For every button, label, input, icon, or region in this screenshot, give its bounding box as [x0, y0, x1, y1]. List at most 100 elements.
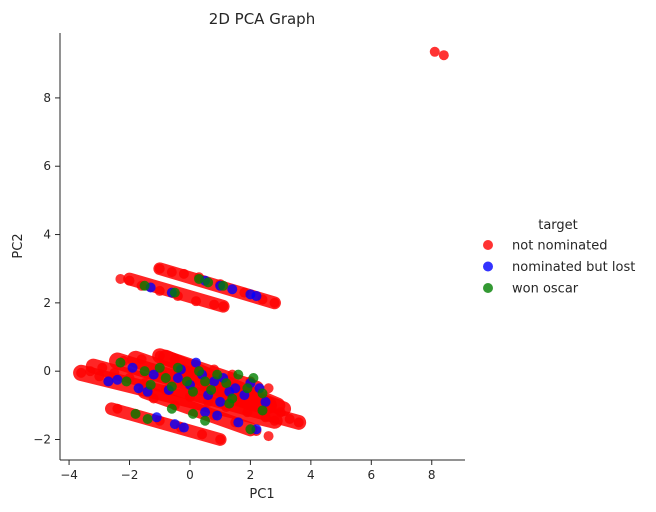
- point-won-oscar-5: [154, 362, 165, 373]
- point-won-oscar-8: [172, 362, 183, 373]
- point-nominated-but-lost-28: [233, 417, 244, 428]
- point-nominated-but-lost-27: [212, 410, 223, 421]
- point-nominated-but-lost-18: [230, 383, 241, 394]
- point-not-nominated-9: [284, 414, 295, 425]
- point-not-nominated-3: [76, 367, 87, 378]
- point-nominated-but-lost-26: [200, 407, 211, 418]
- point-not-nominated-37: [148, 393, 159, 404]
- point-won-oscar-20: [257, 388, 268, 399]
- point-won-oscar-12: [200, 376, 211, 387]
- point-not-nominated-13: [154, 285, 165, 296]
- point-nominated-but-lost-8: [172, 373, 183, 384]
- point-nominated-but-lost-2: [112, 374, 123, 385]
- y-tick-label--2: −2: [33, 433, 51, 447]
- point-won-oscar-17: [233, 369, 244, 380]
- x-tick-label--4: −4: [60, 468, 78, 482]
- point-won-oscar-29: [139, 280, 150, 291]
- point-won-oscar-23: [166, 403, 177, 414]
- point-won-oscar-6: [160, 373, 171, 384]
- point-not-nominated-15: [191, 296, 202, 307]
- point-nominated-but-lost-3: [127, 362, 138, 373]
- point-not-nominated-26: [112, 403, 123, 414]
- y-tick-label-4: 4: [43, 228, 51, 242]
- legend-title: target: [538, 218, 578, 233]
- point-not-nominated-5: [94, 371, 105, 382]
- point-nominated-but-lost-34: [251, 291, 262, 302]
- point-won-oscar-30: [169, 287, 180, 298]
- point-not-nominated-31: [215, 434, 226, 445]
- point-won-oscar-7: [166, 381, 177, 392]
- legend-entries: not nominated nominated but lost won oscar: [483, 239, 635, 297]
- point-nominated-but-lost-32: [227, 284, 238, 295]
- x-axis-label: PC1: [249, 487, 274, 502]
- point-won-oscar-11: [194, 366, 205, 377]
- point-not-nominated-10: [115, 273, 126, 284]
- point-not-nominated-41: [169, 354, 180, 365]
- point-won-oscar-22: [142, 414, 153, 425]
- x-tick-label-2: 2: [247, 468, 255, 482]
- point-not-nominated-7: [269, 415, 280, 426]
- point-not-nominated-62: [275, 407, 286, 418]
- point-not-nominated-19: [166, 267, 177, 278]
- point-won-oscar-18: [242, 383, 253, 394]
- point-not-nominated-61: [251, 395, 262, 406]
- x-tick-label-0: 0: [186, 468, 194, 482]
- point-not-nominated-40: [154, 350, 165, 361]
- legend-label-not-nominated: not nominated: [512, 239, 607, 254]
- point-won-oscar-13: [206, 384, 217, 395]
- point-not-nominated-32: [263, 431, 274, 442]
- point-not-nominated-55: [242, 407, 253, 418]
- legend-marker-won-oscar: [483, 283, 493, 293]
- x-tick-label-8: 8: [428, 468, 436, 482]
- point-won-oscar-32: [203, 277, 214, 288]
- point-nominated-but-lost-24: [169, 419, 180, 430]
- point-not-nominated-8: [293, 417, 304, 428]
- point-nominated-but-lost-23: [151, 412, 162, 423]
- legend-label-won-oscar: won oscar: [512, 282, 579, 297]
- point-won-oscar-2: [121, 376, 132, 387]
- point-nominated-but-lost-1: [103, 376, 114, 387]
- point-won-oscar-1: [115, 357, 126, 368]
- y-axis-ticks: −2 0 2 4 6 8: [33, 91, 60, 447]
- point-not-nominated-25: [269, 297, 280, 308]
- point-not-nominated-4: [85, 366, 96, 377]
- y-tick-label-2: 2: [43, 296, 51, 310]
- x-tick-label-6: 6: [367, 468, 375, 482]
- point-not-nominated-11: [124, 275, 135, 286]
- point-won-oscar-19: [248, 373, 259, 384]
- point-nominated-but-lost-22: [260, 396, 271, 407]
- point-not-nominated-16: [209, 299, 220, 310]
- point-won-oscar-10: [187, 386, 198, 397]
- chart-title: 2D PCA Graph: [209, 10, 315, 28]
- x-tick-label-4: 4: [307, 468, 315, 482]
- legend-marker-nominated-but-lost: [483, 261, 493, 272]
- y-tick-label-6: 6: [43, 159, 51, 173]
- point-nominated-but-lost-25: [178, 422, 189, 433]
- legend-label-nominated-but-lost: nominated but lost: [512, 260, 635, 275]
- point-not-nominated-53: [203, 396, 214, 407]
- point-won-oscar-27: [245, 424, 256, 435]
- x-axis-ticks: −4 −2 0 2 4 6 8: [60, 460, 436, 482]
- point-not-nominated-2: [438, 50, 449, 61]
- points-group: [76, 46, 449, 445]
- point-not-nominated-20: [178, 268, 189, 279]
- point-nominated-but-lost-4: [133, 383, 144, 394]
- y-axis-label: PC2: [11, 233, 26, 258]
- point-not-nominated-39: [136, 354, 147, 365]
- point-won-oscar-33: [218, 280, 229, 291]
- y-tick-label-8: 8: [43, 91, 51, 105]
- point-nominated-but-lost-11: [191, 357, 202, 368]
- point-won-oscar-26: [224, 398, 235, 409]
- legend: target not nominated nominated but lost wo…: [483, 218, 635, 297]
- legend-marker-not-nominated: [483, 240, 493, 250]
- point-won-oscar-3: [139, 366, 150, 377]
- point-won-oscar-9: [181, 376, 192, 387]
- y-tick-label-0: 0: [43, 364, 51, 378]
- point-won-oscar-28: [257, 405, 268, 416]
- x-tick-label--2: −2: [121, 468, 139, 482]
- point-won-oscar-4: [145, 379, 156, 390]
- point-nominated-but-lost-6: [148, 369, 159, 380]
- point-not-nominated-1: [429, 46, 440, 57]
- point-not-nominated-30: [197, 429, 208, 440]
